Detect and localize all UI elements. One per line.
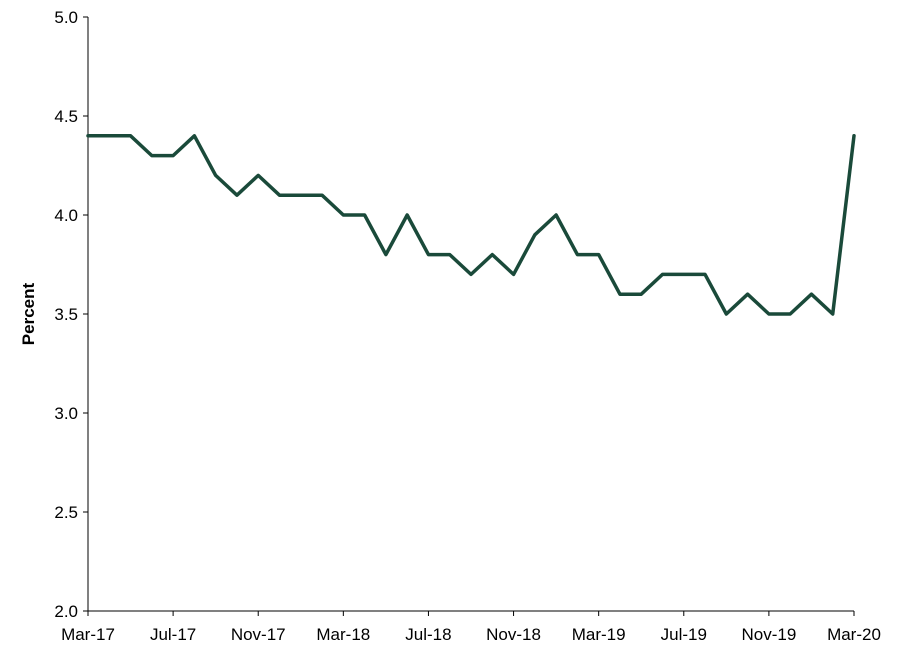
series-layer (86, 134, 856, 316)
x-tick-label: Jul-18 (405, 625, 451, 644)
y-tick-label: 3.5 (54, 305, 78, 324)
x-tick-label: Nov-18 (486, 625, 541, 644)
x-tick-label: Jul-19 (661, 625, 707, 644)
y-tick-label: 2.0 (54, 602, 78, 621)
y-axis: 2.0 2.5 3.0 3.5 4.0 4.5 5.0 (54, 8, 89, 621)
x-tick-label: Mar-19 (572, 625, 626, 644)
x-tick-label: Mar-18 (316, 625, 370, 644)
y-tick-label: 4.0 (54, 206, 78, 225)
y-tick-label: 2.5 (54, 503, 78, 522)
x-tick-label: Jul-17 (150, 625, 196, 644)
series-line (86, 134, 856, 316)
y-tick-label: 3.0 (54, 404, 78, 423)
x-tick-label: Nov-19 (741, 625, 796, 644)
x-tick-label: Mar-20 (827, 625, 881, 644)
x-axis: Mar-17 Jul-17 Nov-17 Mar-18 Jul-18 Nov-18 Mar-… (61, 610, 881, 644)
y-tick-label: 5.0 (54, 8, 78, 27)
x-tick-label: Mar-17 (61, 625, 115, 644)
y-tick-label: 4.5 (54, 107, 78, 126)
x-tick-label: Nov-17 (231, 625, 286, 644)
y-axis-title: Percent (19, 282, 38, 345)
